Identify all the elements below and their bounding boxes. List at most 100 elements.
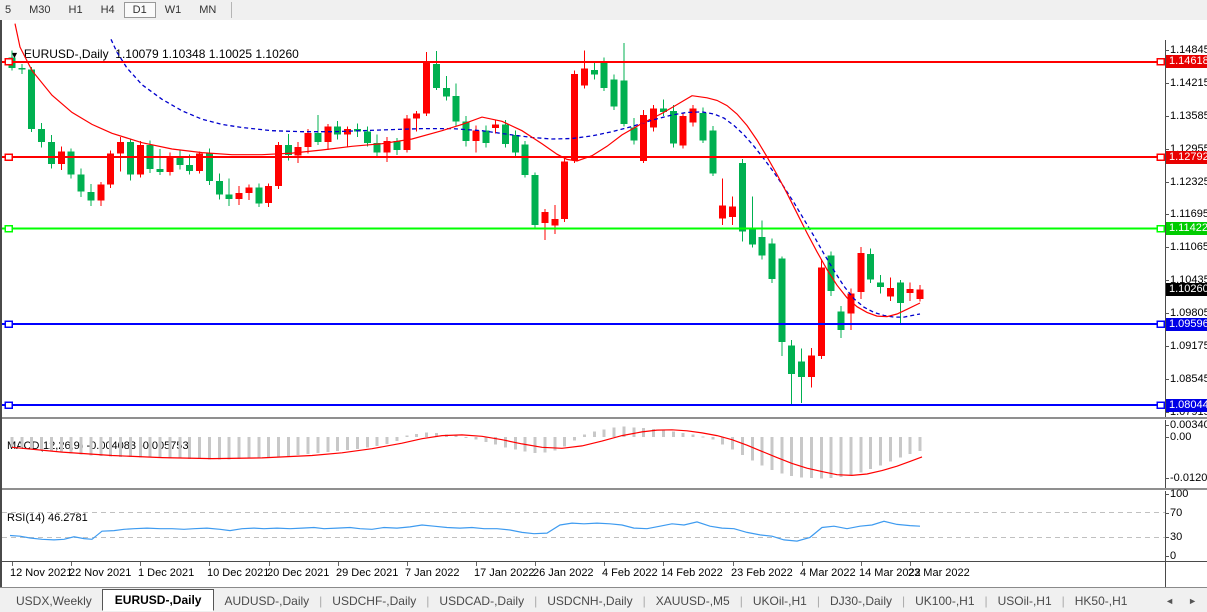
timeframe-button-d1[interactable]: D1 [123,2,156,18]
line-handle[interactable] [1156,224,1165,233]
time-tick [663,562,664,566]
axis-tick [1165,537,1169,538]
macd-histogram-bar [355,437,359,449]
date-label: 12 Nov 2021 [10,567,73,579]
horizontal-level-line[interactable] [2,323,1165,326]
candle-body [659,108,667,112]
timeframe-button-5[interactable]: 5 [5,4,12,16]
macd-histogram-bar [168,437,172,459]
horizontal-level-line[interactable] [2,156,1165,159]
chart-tab-uk100[interactable]: UK100-,H1 [915,593,975,608]
candle-wick [228,178,230,206]
timeframe-button-m30[interactable]: M30 [29,4,51,16]
macd-histogram-bar [721,437,725,445]
date-label: 23 Feb 2022 [731,567,793,579]
macd-histogram-bar [276,437,280,457]
time-tick [407,562,408,566]
macd-histogram-bar [326,437,330,453]
main-chart-canvas[interactable] [2,20,1165,417]
candle-body [274,144,282,187]
timeframe-button-mn[interactable]: MN [199,4,217,16]
macd-histogram-bar [464,437,468,438]
macd-canvas[interactable] [2,419,1165,488]
axis-tick [1165,379,1169,380]
line-handle[interactable] [4,224,13,233]
candle-body [472,130,480,142]
candle-wick [189,154,191,175]
candle-body [511,134,519,153]
chart-tab-xauusd[interactable]: XAUUSD-,M5 [655,593,730,608]
candle-body [442,87,450,97]
candle-body [571,73,579,161]
macd-histogram-bar [602,429,606,437]
chart-tab-usdchf[interactable]: USDCHF-,Daily [332,593,417,608]
horizontal-level-line[interactable] [2,227,1165,230]
macd-histogram-bar [750,437,754,461]
macd-histogram-bar [770,437,774,470]
candle-body [314,132,322,143]
candle-body [768,243,776,279]
macd-histogram-bar [513,437,517,450]
chart-tab-ukoil[interactable]: UKOil-,H1 [752,593,807,608]
horizontal-level-line[interactable] [2,60,1165,63]
candle-body [304,132,312,147]
symbol-name: EURUSD-,Daily [23,47,109,61]
chart-tab-usdcad[interactable]: USDCAD-,Daily [439,593,525,608]
chart-tab-hk50[interactable]: HK50-,H1 [1074,593,1128,608]
rsi-pane-splitter[interactable] [2,488,1207,491]
timeframe-button-w1[interactable]: W1 [164,4,182,16]
macd-histogram-bar [642,428,646,437]
axis-tick [1165,116,1169,117]
tab-separator: | [1061,593,1065,608]
price-tick-label: 1.09805 [1170,307,1207,319]
chart-tab-audusd[interactable]: AUDUSD-,Daily [224,593,310,608]
candle-body [452,96,460,122]
timeframe-button-h1[interactable]: H1 [68,4,83,16]
macd-histogram-bar [138,437,142,458]
chart-tab-usoil[interactable]: USOil-,H1 [997,593,1052,608]
macd-histogram-bar [898,437,902,458]
macd-histogram-bar [533,437,537,453]
candle-body [827,255,835,291]
price-tick-label: 1.12325 [1170,176,1207,188]
price-tick-label: 1.14845 [1170,44,1207,56]
toolbar-separator [231,2,233,18]
symbol-dropdown-icon[interactable]: ▼ [10,50,19,60]
horizontal-level-line[interactable] [2,404,1165,407]
candle-body [867,253,875,280]
line-handle[interactable] [4,153,13,161]
line-handle[interactable] [4,320,13,328]
line-handle[interactable] [1156,58,1165,66]
line-handle[interactable] [1156,153,1165,161]
line-handle[interactable] [1156,320,1165,328]
candle-body [748,229,756,245]
candle-body [916,289,924,299]
macd-histogram-bar [346,437,350,450]
candle-body [136,144,144,175]
macd-histogram-bar [128,437,132,458]
macd-axis-label: -0.012058 [1170,472,1207,484]
tabs-scroll-right-icon[interactable]: ► [1188,595,1197,606]
line-handle[interactable] [4,401,13,409]
chart-tab-dj30[interactable]: DJ30-,Daily [829,593,892,608]
timeframe-button-h4[interactable]: H4 [100,4,115,16]
candle-body [788,345,796,374]
chart-region: ▼ EURUSD-,Daily 1.10079 1.10348 1.10025 1… [0,20,1207,606]
candle-body [482,130,490,144]
chart-tab-eurusd[interactable]: EURUSD-,Daily [101,589,215,611]
candle-body [462,121,470,142]
macd-histogram-bar [879,437,883,466]
macd-histogram-bar [701,436,705,438]
line-handle[interactable] [4,58,13,66]
chart-tab-usdcnh[interactable]: USDCNH-,Daily [547,593,633,608]
macd-pane-splitter[interactable] [2,417,1207,420]
tabs-scroll-left-icon[interactable]: ◄ [1165,595,1175,606]
line-handle[interactable] [1156,401,1165,409]
candle-body [719,205,727,219]
rsi-canvas[interactable] [2,490,1165,561]
chart-tab-usdx[interactable]: USDX,Weekly [16,593,92,608]
time-axis[interactable]: 12 Nov 2021 22 Nov 2021 1 Dec 2021 10 Dec 2… [2,562,1165,586]
macd-histogram-bar [691,434,695,437]
macd-histogram-bar [829,437,833,479]
macd-histogram-bar [434,433,438,437]
